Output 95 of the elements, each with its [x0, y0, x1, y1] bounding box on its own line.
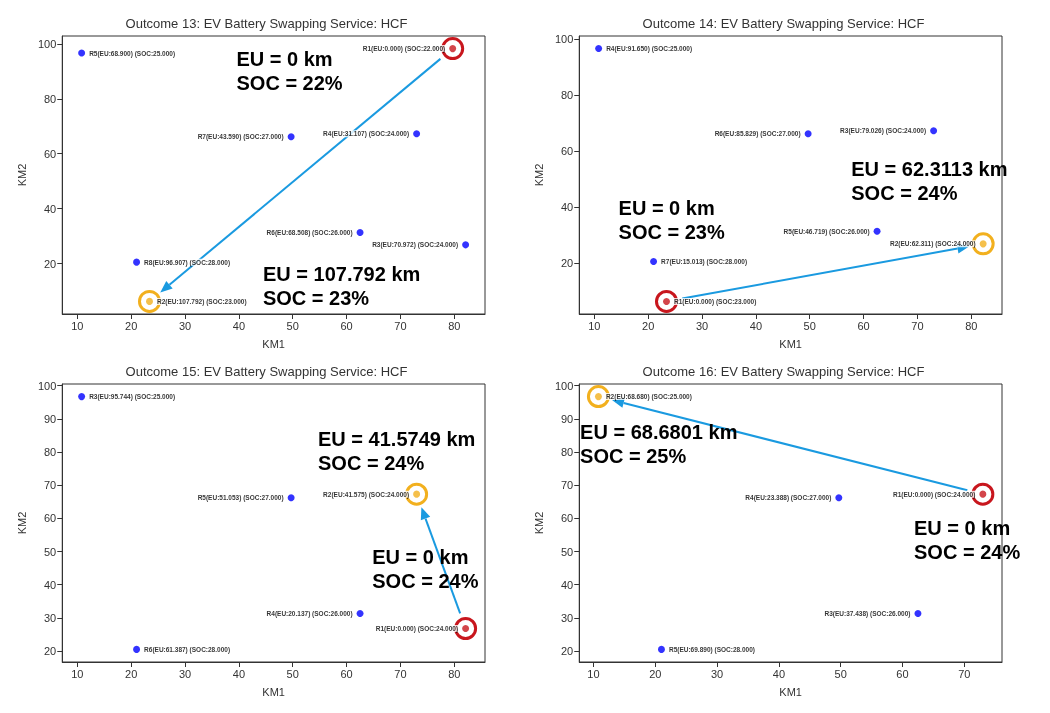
- point: [356, 610, 364, 618]
- chart-title: Outcome 13: EV Battery Swapping Service: HCF: [125, 16, 408, 31]
- x-tick-label: 20: [649, 667, 662, 680]
- x-tick-label: 40: [232, 319, 246, 332]
- y-tick-label: 90: [44, 412, 57, 425]
- point: [462, 241, 470, 249]
- point: [287, 494, 295, 502]
- y-tick-label: 100: [37, 37, 57, 50]
- x-tick-label: 30: [710, 667, 724, 680]
- y-tick-label: 100: [554, 33, 574, 46]
- annotation: EU = 0 km SOC = 23%: [618, 195, 725, 244]
- x-tick-label: 80: [448, 667, 461, 680]
- y-tick-label: 20: [44, 257, 57, 270]
- y-tick-label: 100: [554, 379, 574, 392]
- y-tick-label: 80: [561, 89, 574, 102]
- x-tick-label: 70: [394, 667, 407, 680]
- x-tick-label: 10: [588, 319, 601, 332]
- y-tick-label: 90: [561, 412, 574, 425]
- annotation: EU = 0 km SOC = 24%: [914, 516, 1021, 565]
- point: [133, 258, 141, 266]
- x-tick-label: 80: [448, 319, 461, 332]
- point: [930, 127, 938, 135]
- x-axis-title: KM1: [779, 685, 802, 698]
- y-tick-label: 60: [561, 145, 574, 158]
- x-tick-label: 20: [125, 667, 138, 680]
- x-tick-label: 30: [178, 667, 192, 680]
- x-tick-label: 30: [178, 319, 192, 332]
- point: [873, 227, 881, 235]
- point: [804, 130, 812, 138]
- x-tick-label: 40: [749, 319, 763, 332]
- y-tick-label: 70: [44, 479, 57, 492]
- x-tick-label: 80: [965, 319, 978, 332]
- chart-title: Outcome 14: EV Battery Swapping Service: HCF: [642, 16, 925, 31]
- point: [356, 229, 364, 236]
- y-axis-title: KM2: [15, 511, 28, 535]
- y-tick-label: 100: [37, 379, 57, 392]
- point: [78, 49, 86, 57]
- x-tick-label: 70: [394, 319, 407, 332]
- point: [287, 133, 295, 141]
- x-tick-label: 60: [857, 319, 870, 332]
- point: [650, 257, 658, 265]
- x-tick-label: 20: [125, 319, 138, 332]
- point: [595, 45, 603, 53]
- y-tick-label: 20: [561, 645, 574, 658]
- x-tick-label: 40: [772, 667, 786, 680]
- y-axis-title: KM2: [532, 511, 545, 535]
- x-tick-label: 70: [911, 319, 924, 332]
- x-tick-label: 50: [286, 319, 299, 332]
- x-tick-label: 10: [71, 319, 84, 332]
- x-tick-label: 60: [896, 667, 909, 680]
- point: [413, 130, 421, 138]
- annotation: EU = 0 km SOC = 22%: [236, 47, 343, 96]
- y-tick-label: 50: [44, 545, 57, 558]
- x-axis-title: KM1: [262, 337, 285, 350]
- annotation: EU = 107.792 km SOC = 23%: [262, 262, 421, 310]
- x-axis-title: KM1: [779, 337, 802, 350]
- y-tick-label: 40: [44, 202, 57, 215]
- x-tick-label: 60: [340, 667, 353, 680]
- y-tick-label: 30: [44, 611, 57, 624]
- point: [657, 645, 665, 653]
- chart-title: Outcome 16: EV Battery Swapping Service: HCF: [642, 364, 925, 379]
- y-axis-title: KM2: [532, 163, 545, 187]
- y-tick-label: 40: [561, 200, 574, 213]
- x-tick-label: 10: [587, 667, 600, 680]
- y-tick-label: 80: [44, 446, 57, 459]
- y-tick-label: 80: [44, 92, 57, 105]
- x-tick-label: 40: [232, 667, 246, 680]
- x-tick-label: 50: [834, 667, 847, 680]
- annotation: EU = 62.3113 km SOC = 24%: [851, 156, 1008, 205]
- x-tick-label: 50: [286, 667, 299, 680]
- y-axis-title: KM2: [15, 163, 28, 187]
- x-tick-label: 50: [803, 319, 816, 332]
- x-tick-label: 60: [340, 319, 353, 332]
- y-tick-label: 50: [561, 545, 574, 558]
- y-tick-label: 70: [561, 479, 574, 492]
- y-tick-label: 60: [561, 512, 574, 525]
- y-tick-label: 20: [561, 256, 574, 269]
- y-tick-label: 20: [44, 645, 57, 658]
- x-tick-label: 20: [642, 319, 655, 332]
- point: [835, 494, 843, 502]
- y-tick-label: 40: [561, 578, 574, 591]
- chart-title: Outcome 15: EV Battery Swapping Service: HCF: [125, 364, 408, 379]
- annotation: EU = 41.5749 km SOC = 24%: [318, 427, 476, 476]
- x-axis-title: KM1: [262, 685, 285, 698]
- y-tick-label: 60: [44, 147, 57, 160]
- x-tick-label: 10: [71, 667, 84, 680]
- x-tick-label: 70: [958, 667, 971, 680]
- point: [78, 393, 86, 401]
- point: [914, 610, 922, 618]
- x-tick-label: 30: [695, 319, 709, 332]
- y-tick-label: 40: [44, 578, 57, 591]
- y-tick-label: 30: [561, 611, 574, 624]
- point: [133, 645, 141, 653]
- y-tick-label: 80: [561, 446, 574, 459]
- y-tick-label: 60: [44, 512, 57, 525]
